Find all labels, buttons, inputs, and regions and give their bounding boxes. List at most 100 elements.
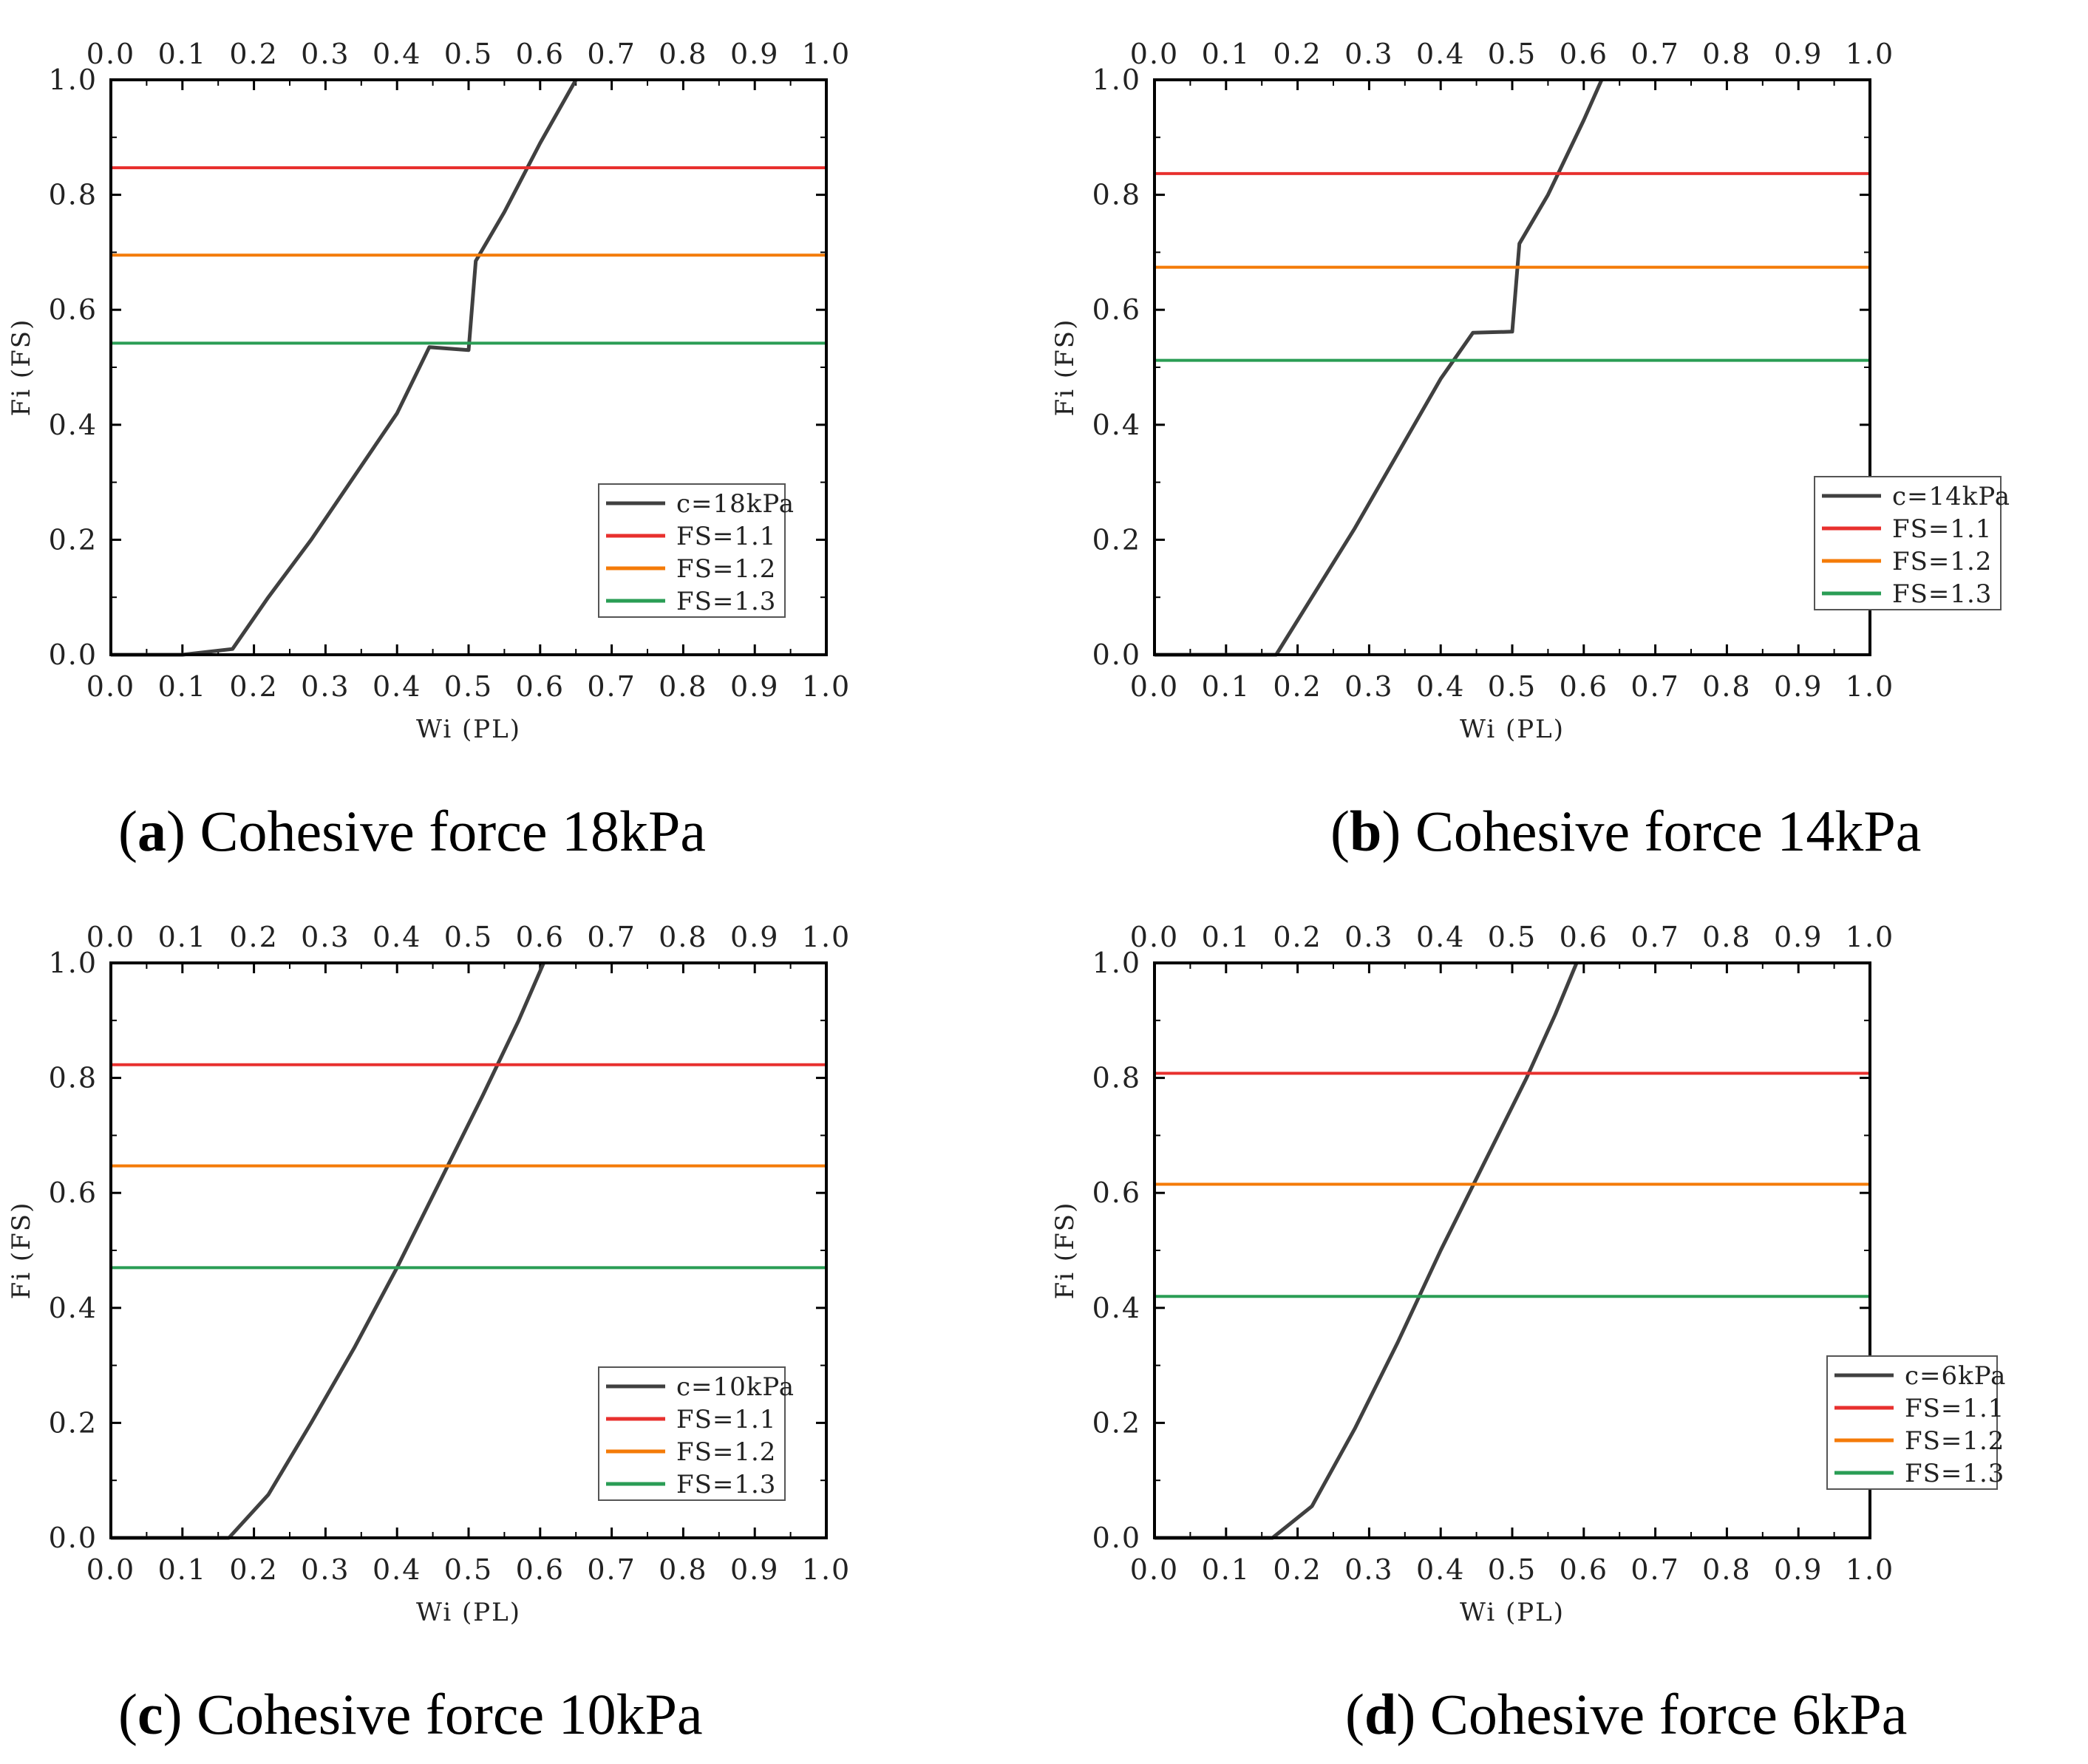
- x-axis-title: Wi (PL): [1460, 715, 1565, 744]
- x-tick-label-top: 0.1: [158, 38, 207, 70]
- x-tick-label-top: 0.1: [1202, 921, 1251, 953]
- legend-box: [598, 1366, 786, 1501]
- series-line-c=18kPa: [111, 78, 578, 657]
- chart-panel-b: 0.0 0.0 0.1 0.1 0.2 0.2 0.3 0.3 0.4 0.4 0.5 0.5 0.6 0…: [1044, 0, 2087, 783]
- x-tick-label-top: 0.3: [1344, 38, 1393, 70]
- chart-a: 0.00.00.10.10.20.20.30.30.40.40.50.50.60…: [7, 38, 851, 744]
- x-tick-label: 0.2: [1273, 1553, 1322, 1586]
- x-tick-label-top: 0.2: [1273, 921, 1322, 953]
- y-axis-title: Fi (FS): [1050, 1202, 1080, 1300]
- x-tick-label: 0.7: [1630, 670, 1679, 703]
- x-tick-label-top: 0.1: [158, 921, 207, 953]
- x-tick-label-top: 0.8: [659, 921, 707, 953]
- x-tick-label: 0.2: [229, 670, 278, 703]
- y-axis-title: Fi (FS): [7, 319, 36, 417]
- legend-label: FS=1.1: [676, 1405, 776, 1434]
- x-tick-label: 0.3: [301, 670, 350, 703]
- plot-frame: [1153, 78, 1871, 656]
- x-tick-label-top: 0.3: [1344, 921, 1393, 953]
- y-tick-label: 0.2: [49, 1406, 98, 1439]
- legend-label: c=6kPa: [1905, 1361, 2006, 1391]
- x-tick-label-top: 0.8: [1702, 38, 1751, 70]
- legend-box: [598, 483, 786, 618]
- caption-text-c: Cohesive force 10kPa: [197, 1682, 703, 1746]
- caption-text-b: Cohesive force 14kPa: [1415, 799, 1922, 863]
- x-tick-label-top: 0.9: [1774, 38, 1823, 70]
- x-tick-label: 0.4: [1416, 670, 1465, 703]
- x-tick-label: 0.0: [86, 1553, 135, 1586]
- caption-a: (a) Cohesive force 18kPa: [118, 799, 706, 863]
- x-tick-label-top: 0.9: [1774, 921, 1823, 953]
- x-tick-label: 0.2: [1273, 670, 1322, 703]
- y-tick-label: 0.6: [49, 1176, 98, 1209]
- chart-d: 0.00.00.10.10.20.20.30.30.40.40.50.50.60…: [1050, 921, 2006, 1627]
- x-tick-label: 1.0: [802, 1553, 851, 1586]
- x-tick-label-top: 0.4: [373, 38, 421, 70]
- legend-label: FS=1.1: [676, 522, 776, 551]
- x-tick-label: 0.4: [373, 1553, 421, 1586]
- x-tick-label-top: 0.9: [730, 38, 779, 70]
- x-tick-label: 0.7: [587, 670, 636, 703]
- x-tick-label-top: 0.0: [1130, 38, 1179, 70]
- y-tick-label: 0.8: [1092, 1062, 1141, 1094]
- x-tick-label-top: 1.0: [802, 38, 851, 70]
- x-tick-label-top: 0.0: [86, 921, 135, 953]
- x-tick-label-top: 0.6: [516, 38, 565, 70]
- x-tick-label: 1.0: [1846, 670, 1894, 703]
- x-tick-label: 0.7: [1630, 1553, 1679, 1586]
- legend-label: FS=1.3: [676, 1470, 776, 1499]
- caption-text-d: Cohesive force 6kPa: [1429, 1682, 1908, 1746]
- caption-d: (d) Cohesive force 6kPa: [1345, 1682, 1908, 1746]
- legend-label: FS=1.2: [676, 554, 776, 584]
- y-tick-label: 0.2: [1092, 523, 1141, 556]
- x-tick-label: 0.0: [1130, 670, 1179, 703]
- y-tick-label: 1.0: [1092, 64, 1141, 96]
- x-tick-label-top: 0.3: [301, 921, 350, 953]
- x-tick-label-top: 0.8: [1702, 921, 1751, 953]
- x-tick-label-top: 1.0: [1846, 38, 1894, 70]
- x-tick-label-top: 0.5: [444, 38, 493, 70]
- x-tick-label: 0.4: [373, 670, 421, 703]
- y-tick-label: 1.0: [49, 947, 98, 979]
- y-tick-label: 0.2: [1092, 1406, 1141, 1439]
- chart-panel-a: 0.0 0.0 0.1 0.1 0.2 0.2 0.3 0.3 0.4 0.4 0.5 0.5 0.6 0…: [0, 0, 1044, 783]
- x-tick-label: 0.1: [158, 670, 207, 703]
- x-tick-label: 0.0: [1130, 1553, 1179, 1586]
- x-tick-label-top: 0.9: [730, 921, 779, 953]
- x-tick-label: 0.3: [1344, 1553, 1393, 1586]
- plot-frame: [109, 961, 828, 1539]
- x-tick-label: 0.8: [659, 670, 707, 703]
- x-tick-label-top: 0.4: [373, 921, 421, 953]
- legend-label: FS=1.3: [1905, 1459, 2004, 1488]
- chart-c: 0.00.00.10.10.20.20.30.30.40.40.50.50.60…: [7, 921, 851, 1627]
- x-axis-title: Wi (PL): [416, 1598, 521, 1627]
- x-tick-label: 0.9: [730, 670, 779, 703]
- x-tick-label: 0.9: [730, 1553, 779, 1586]
- y-tick-label: 0.8: [49, 1062, 98, 1094]
- x-tick-label: 0.2: [229, 1553, 278, 1586]
- x-tick-label-top: 0.6: [516, 921, 565, 953]
- x-tick-label: 0.3: [1344, 670, 1393, 703]
- y-tick-label: 1.0: [1092, 947, 1141, 979]
- x-tick-label: 0.1: [1202, 1553, 1251, 1586]
- x-tick-label-top: 0.7: [1630, 38, 1679, 70]
- plot-frame: [1153, 961, 1871, 1539]
- legend-label: FS=1.1: [1905, 1394, 2004, 1423]
- x-tick-label: 0.9: [1774, 670, 1823, 703]
- legend-label: FS=1.3: [1892, 579, 1992, 609]
- x-tick-label: 1.0: [1846, 1553, 1894, 1586]
- plot-frame: [109, 78, 828, 656]
- x-tick-label: 0.5: [444, 670, 493, 703]
- x-tick-label-top: 0.6: [1560, 38, 1608, 70]
- y-tick-label: 0.4: [49, 1292, 98, 1324]
- y-tick-label: 0.2: [49, 523, 98, 556]
- x-tick-label-top: 0.2: [1273, 38, 1322, 70]
- caption-letter-d: d: [1364, 1682, 1397, 1746]
- y-tick-label: 0.4: [1092, 1292, 1141, 1324]
- x-tick-label-top: 0.7: [587, 921, 636, 953]
- caption-letter-b: b: [1349, 799, 1382, 863]
- y-tick-label: 0.0: [1092, 638, 1141, 671]
- x-tick-label-top: 0.4: [1416, 38, 1465, 70]
- x-tick-label-top: 0.5: [1488, 38, 1537, 70]
- caption-c: (c) Cohesive force 10kPa: [118, 1682, 703, 1746]
